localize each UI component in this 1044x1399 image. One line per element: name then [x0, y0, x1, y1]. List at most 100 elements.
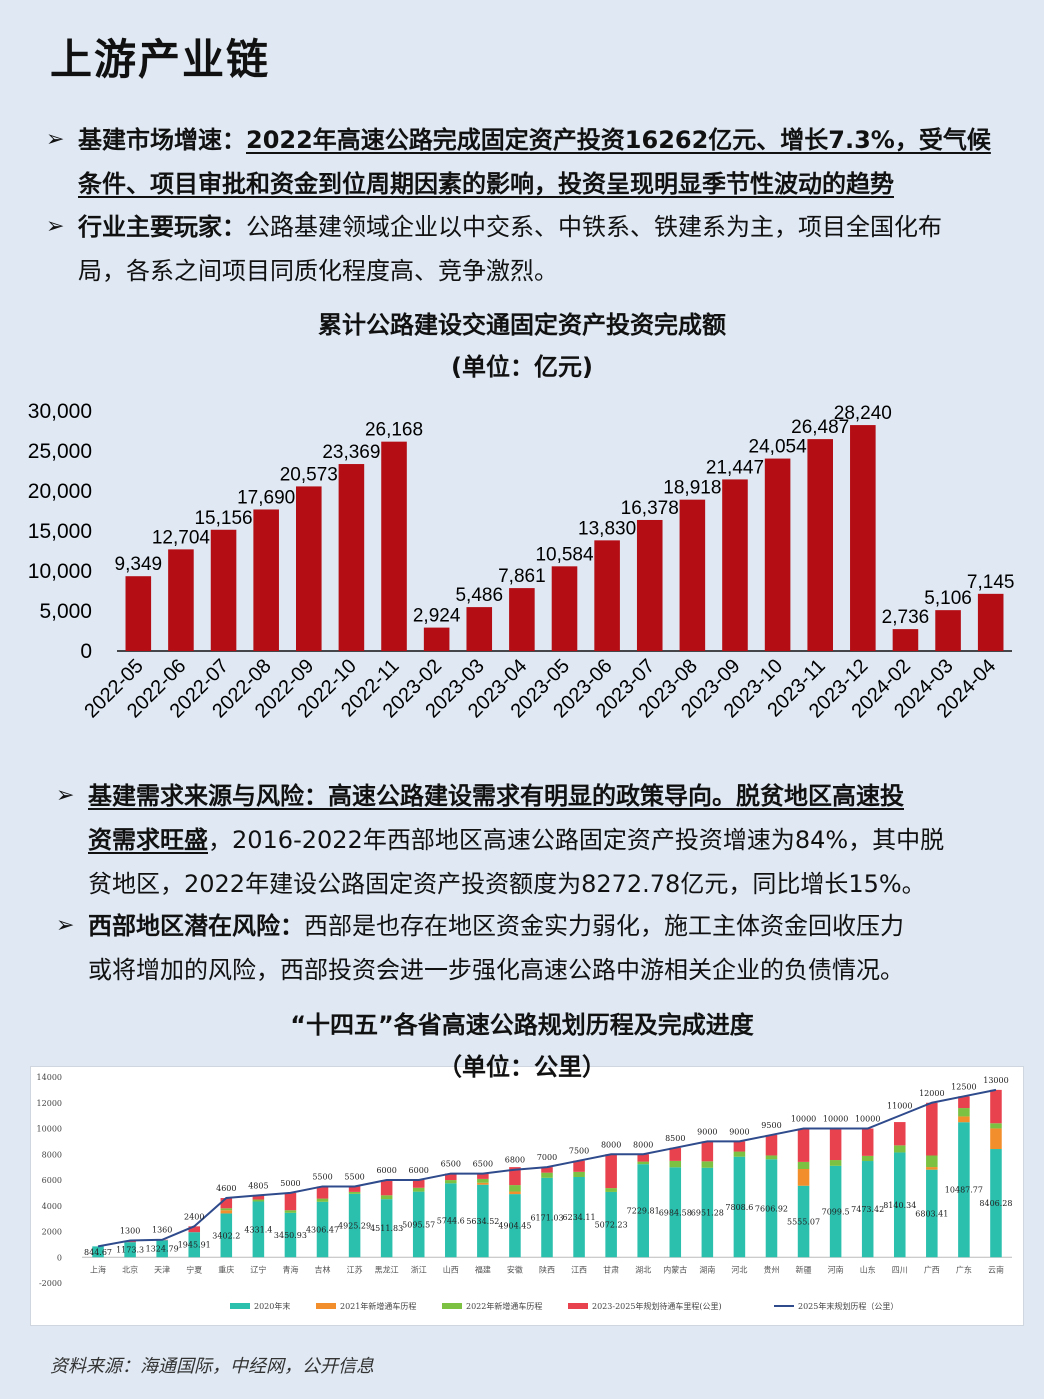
line-value-label: 4600 [216, 1184, 236, 1193]
bar-value-label: 15,156 [194, 508, 252, 529]
stacked-bar-segment [541, 1167, 553, 1173]
segment-value-label: 7473.42 [851, 1205, 884, 1214]
y-tick-label: 12000 [37, 1099, 62, 1108]
y-tick-label: -2000 [39, 1279, 62, 1288]
bar [850, 425, 876, 651]
bar [423, 627, 450, 651]
stacked-bar-segment [605, 1191, 617, 1258]
bar [892, 629, 919, 651]
arrow-bullet-icon: ➢ [56, 913, 75, 938]
bullet-demand-risk: ➢ 基建需求来源与风险：高速公路建设需求有明显的政策导向。脱贫地区高速投 资需求… [56, 774, 1018, 906]
x-tick-label: 河南 [828, 1264, 844, 1274]
bar-value-label: 26,487 [791, 417, 849, 438]
legend-label: 2021年新增通车历程 [340, 1301, 416, 1311]
chart-subtitle: (单位：亿元) [451, 353, 593, 381]
stacked-bar-segment [156, 1240, 168, 1258]
bar-value-label: 20,573 [280, 464, 338, 485]
bar [636, 519, 663, 651]
stacked-bar-segment [669, 1160, 682, 1168]
segment-value-label: 6171.03 [530, 1214, 563, 1223]
stacked-bar-segment [188, 1232, 201, 1258]
stacked-bar-segment [348, 1186, 361, 1192]
chart-title: “十四五”各省高速公路规划历程及完成进度 [290, 1011, 754, 1039]
stacked-bar-segment [477, 1182, 489, 1185]
stacked-bar-segment [284, 1192, 297, 1211]
stacked-bar-segment [316, 1201, 329, 1258]
bullet-text: 公路基建领域企业以中交系、中铁系、铁建系为主，项目全国化布 [246, 213, 942, 241]
legend-swatch [568, 1303, 588, 1309]
bullet-line: 基建需求来源与风险：高速公路建设需求有明显的政策导向。脱贫地区高速投 [88, 774, 1018, 818]
bullet-lead: 行业主要玩家： [78, 213, 246, 241]
bar [338, 464, 365, 651]
stacked-bar-segment [893, 1122, 906, 1146]
segment-value-label: 7099.5 [822, 1208, 850, 1217]
stacked-bar-segment [733, 1151, 746, 1157]
bullet-text: 局，各系之间项目同质化程度高、竞争激烈。 [78, 257, 558, 285]
segment-value-label: 5634.52 [466, 1217, 499, 1226]
line-value-label: 12000 [919, 1089, 944, 1098]
stacked-bar-segment [765, 1134, 778, 1156]
line-value-label: 11000 [887, 1102, 912, 1111]
stacked-bar-segment [637, 1154, 649, 1162]
bar-value-label: 2,736 [882, 607, 930, 628]
stacked-bar-segment [829, 1160, 842, 1166]
bar [679, 499, 706, 651]
bar [509, 588, 535, 651]
line-value-label: 9000 [729, 1127, 749, 1136]
segment-value-label: 1324.79 [146, 1245, 179, 1254]
line-value-label: 13000 [983, 1076, 1008, 1085]
x-tick-label: 广西 [924, 1264, 940, 1274]
y-tick-label: 25,000 [28, 440, 92, 463]
y-tick-label: 0 [57, 1253, 62, 1262]
bullet-line: 行业主要玩家：公路基建领域企业以中交系、中铁系、铁建系为主，项目全国化布 [78, 205, 1018, 249]
stacked-bar-segment [829, 1128, 842, 1161]
stacked-bar-segment [797, 1185, 810, 1258]
line-value-label: 7000 [537, 1153, 557, 1162]
bar-value-label: 7,861 [498, 566, 546, 587]
stacked-bar-segment [573, 1171, 585, 1177]
bar [594, 540, 620, 651]
investment-bar-chart: 0 5,000 10,000 15,000 20,000 25,000 30,000 9,34… [28, 400, 1015, 722]
stacked-bar-segment [509, 1167, 521, 1186]
stacked-bar-segment [958, 1096, 970, 1109]
segment-value-label: 6951.28 [691, 1209, 724, 1218]
bar [764, 458, 791, 651]
segment-value-label: 3402.2 [212, 1231, 240, 1240]
stacked-bar-segment [445, 1173, 457, 1181]
stacked-bar-segment [573, 1176, 585, 1258]
bullet-line: 局，各系之间项目同质化程度高、竞争激烈。 [78, 249, 1018, 293]
bullet-text: 西部是也存在地区资金实力弱化，施工主体资金回收压力 [304, 912, 904, 940]
line-value-label: 9000 [697, 1127, 717, 1136]
line-value-label: 6000 [409, 1166, 429, 1175]
stacked-bar-segment [316, 1186, 329, 1199]
bullet-text: 贫地区，2022年建设公路固定资产投资额度为8272.78亿元，同比增长15%。 [88, 870, 926, 898]
stacked-bar-segment [926, 1169, 938, 1258]
line-value-label: 10000 [791, 1115, 816, 1124]
stacked-bar-segment [990, 1123, 1002, 1129]
bar-value-label: 28,240 [834, 403, 892, 424]
stacked-bar-segment [701, 1167, 714, 1258]
segment-value-label: 5072.23 [595, 1221, 628, 1230]
x-tick-label: 福建 [475, 1264, 491, 1274]
stacked-bar-segment [541, 1177, 553, 1258]
series-line [97, 1088, 997, 1248]
segment-value-label: 7229.81 [627, 1207, 660, 1216]
x-tick-label: 山东 [860, 1264, 876, 1274]
stacked-bar-segment [252, 1199, 265, 1202]
bar-value-label: 23,369 [322, 442, 380, 463]
x-tick-label: 重庆 [218, 1264, 234, 1274]
bullet-text: 或将增加的风险，西部投资会进一步强化高速公路中游相关企业的负债情况。 [88, 956, 904, 984]
segment-value-label: 3450.93 [274, 1231, 307, 1240]
y-tick-label: 6000 [42, 1176, 62, 1185]
bar [977, 593, 1004, 651]
bar-value-label: 24,054 [749, 437, 808, 458]
bar [935, 610, 961, 651]
y-tick-label: 4000 [42, 1202, 62, 1211]
stacked-bar-segment [541, 1172, 553, 1178]
segment-value-label: 4904.45 [498, 1222, 531, 1231]
stacked-bar-segment [990, 1128, 1002, 1150]
y-tick-label: 10,000 [28, 560, 92, 583]
stacked-bar-segment [412, 1180, 425, 1188]
stacked-bar-segment [861, 1128, 874, 1156]
legend-swatch [316, 1303, 336, 1309]
